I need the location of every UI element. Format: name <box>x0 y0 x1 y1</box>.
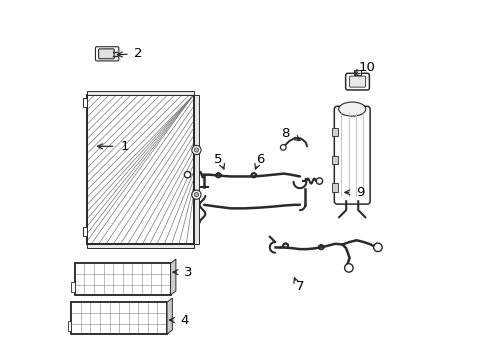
Polygon shape <box>171 259 176 295</box>
Bar <box>75 263 171 295</box>
Circle shape <box>344 264 353 272</box>
Circle shape <box>195 148 198 152</box>
FancyBboxPatch shape <box>334 106 370 204</box>
Circle shape <box>192 145 201 155</box>
Bar <box>72 283 75 292</box>
Text: 2: 2 <box>134 48 143 60</box>
Bar <box>332 128 338 136</box>
Text: 5: 5 <box>215 153 223 166</box>
Text: 7: 7 <box>295 280 304 293</box>
Bar <box>87 95 194 244</box>
Text: 3: 3 <box>184 266 193 279</box>
Bar <box>332 156 338 164</box>
Bar <box>68 321 72 331</box>
Bar <box>75 263 171 295</box>
Text: 9: 9 <box>356 186 365 199</box>
Bar <box>354 71 362 76</box>
Circle shape <box>316 178 322 184</box>
Bar <box>72 302 167 334</box>
Ellipse shape <box>339 102 366 116</box>
Circle shape <box>192 190 201 199</box>
Bar <box>83 228 87 237</box>
Bar <box>83 98 87 107</box>
Text: 8: 8 <box>281 127 290 140</box>
Bar <box>72 302 167 334</box>
Circle shape <box>280 145 286 150</box>
Circle shape <box>195 193 198 197</box>
Bar <box>87 91 194 95</box>
FancyBboxPatch shape <box>349 76 366 87</box>
Bar <box>87 95 194 244</box>
Bar <box>194 95 199 244</box>
Bar <box>87 244 194 248</box>
Text: 6: 6 <box>256 153 265 166</box>
Text: 10: 10 <box>359 61 375 74</box>
Polygon shape <box>167 298 172 334</box>
Bar <box>332 183 338 192</box>
Text: 4: 4 <box>180 314 189 327</box>
FancyBboxPatch shape <box>98 49 114 59</box>
Bar <box>87 95 194 244</box>
FancyBboxPatch shape <box>345 73 369 90</box>
Circle shape <box>184 171 191 178</box>
Circle shape <box>374 243 382 252</box>
Text: 1: 1 <box>120 140 129 153</box>
